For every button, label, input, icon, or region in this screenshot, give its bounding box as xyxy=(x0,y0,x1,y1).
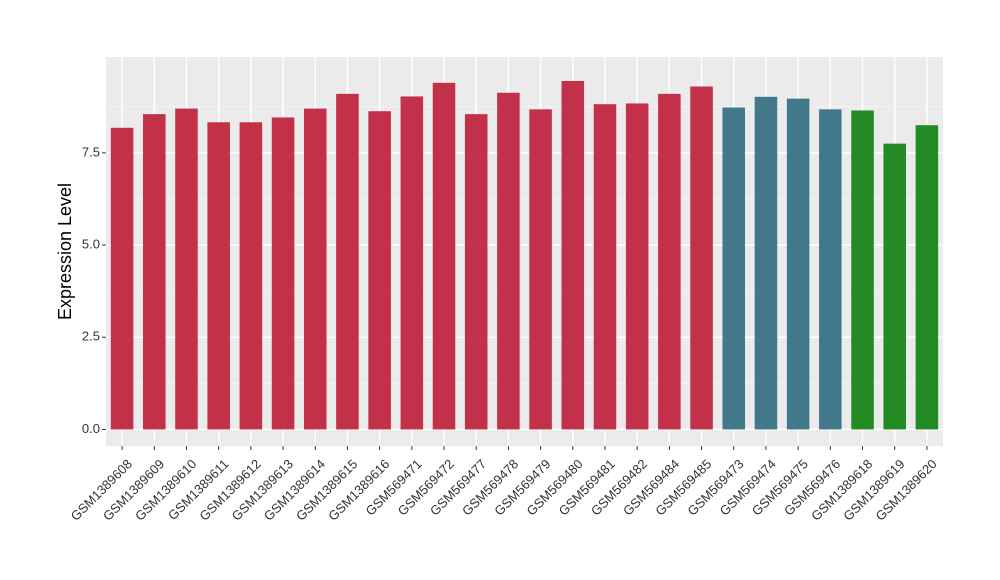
bar xyxy=(851,110,874,430)
y-tick-label: 7.5 xyxy=(82,144,100,159)
bar xyxy=(110,127,134,430)
bar xyxy=(561,80,585,430)
bar xyxy=(303,108,327,430)
bar xyxy=(883,143,906,430)
y-axis: 0.0 2.5 5.0 7.5 xyxy=(82,144,106,436)
bar xyxy=(175,108,198,430)
bars xyxy=(110,80,939,430)
x-axis: GSM1389608GSM1389609GSM1389610GSM1389611… xyxy=(68,446,940,524)
plot-panel xyxy=(106,57,943,446)
bar xyxy=(690,86,713,430)
y-axis-title: Expression Level xyxy=(55,183,75,320)
bar xyxy=(658,93,681,430)
bar xyxy=(754,96,778,430)
bar xyxy=(400,96,424,430)
bar xyxy=(368,111,391,430)
bar xyxy=(271,117,295,430)
bar xyxy=(625,103,649,430)
bar xyxy=(786,98,810,430)
bar xyxy=(593,104,617,430)
bar xyxy=(722,107,746,430)
bar xyxy=(432,82,456,430)
y-tick-label: 2.5 xyxy=(82,329,100,344)
bar xyxy=(336,93,359,430)
bar xyxy=(529,109,552,430)
bar xyxy=(915,125,939,430)
bar xyxy=(239,122,263,430)
y-tick-label: 5.0 xyxy=(82,236,100,251)
bar xyxy=(143,114,166,430)
bar xyxy=(207,122,230,430)
bar xyxy=(464,114,488,430)
bar xyxy=(497,92,520,430)
y-tick-label: 0.0 xyxy=(82,421,100,436)
bar xyxy=(819,109,842,430)
